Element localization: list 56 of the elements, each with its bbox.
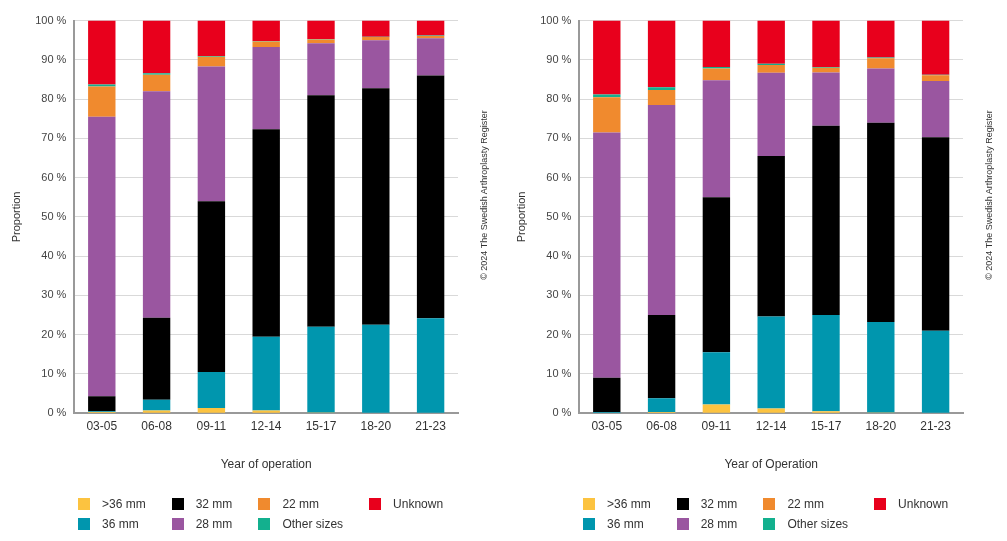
- x-tick-label: 09-11: [196, 418, 227, 433]
- y-tick-label: 90 %: [546, 52, 572, 65]
- x-axis-title: Year of operation: [220, 457, 312, 472]
- y-tick-label: 50 %: [41, 209, 67, 222]
- y-tick-label: 80 %: [41, 92, 67, 105]
- y-tick-label: 20 %: [546, 327, 572, 340]
- y-tick-label: 60 %: [41, 170, 67, 183]
- y-axis-title: Proportion: [9, 191, 22, 243]
- y-tick-label: 30 %: [546, 288, 572, 301]
- x-tick-label: 03-05: [86, 418, 118, 433]
- legend-label: >36 mm: [607, 497, 651, 511]
- y-tick-label: 30 %: [41, 288, 67, 301]
- legend-label: >36 mm: [102, 497, 146, 511]
- legend-label: 32 mm: [700, 497, 738, 511]
- legend-label: Other sizes: [282, 517, 344, 531]
- y-tick-label: 50 %: [546, 209, 572, 222]
- y-tick-label: 10 %: [41, 366, 67, 379]
- y-tick-label: 90 %: [41, 52, 67, 65]
- legend-label: Unknown: [393, 497, 444, 511]
- y-tick-label: 40 %: [41, 249, 67, 262]
- y-tick-label: 40 %: [546, 249, 572, 262]
- y-tick-label: 70 %: [546, 131, 572, 144]
- legend-label: 28 mm: [700, 517, 738, 531]
- y-tick-label: 70 %: [41, 131, 67, 144]
- y-tick-label: 10 %: [546, 366, 572, 379]
- y-axis-title: Proportion: [514, 191, 527, 243]
- x-tick-label: 06-08: [141, 418, 173, 433]
- y-tick-label: 0 %: [552, 406, 572, 419]
- y-tick-label: 0 %: [47, 406, 67, 419]
- y-tick-label: 100 %: [540, 13, 572, 26]
- x-tick-label: 15-17: [810, 418, 842, 433]
- x-tick-label: 18-20: [865, 418, 897, 433]
- legend-label: 36 mm: [607, 517, 644, 531]
- x-tick-label: 12-14: [250, 418, 282, 433]
- legend-label: 22 mm: [282, 497, 320, 511]
- legend-label: 22 mm: [787, 497, 825, 511]
- x-tick-label: 06-08: [646, 418, 678, 433]
- y-tick-label: 100 %: [35, 13, 67, 26]
- x-tick-label: 03-05: [591, 418, 623, 433]
- legend-label: Unknown: [898, 497, 949, 511]
- text: © 2024 The Swedish Arthroplasty Register: [983, 110, 994, 280]
- legend-label: 32 mm: [195, 497, 233, 511]
- y-tick-label: 20 %: [41, 327, 67, 340]
- legend-label: Other sizes: [787, 517, 849, 531]
- x-tick-label: 15-17: [305, 418, 337, 433]
- legend-label: 36 mm: [102, 517, 139, 531]
- x-tick-label: 09-11: [701, 418, 732, 433]
- x-axis-title: Year of Operation: [724, 457, 819, 472]
- x-tick-label: 12-14: [755, 418, 787, 433]
- x-tick-label: 18-20: [360, 418, 392, 433]
- x-tick-label: 21-23: [920, 418, 952, 433]
- text: © 2024 The Swedish Arthroplasty Register: [478, 110, 489, 280]
- y-tick-label: 80 %: [546, 92, 572, 105]
- legend-label: 28 mm: [195, 517, 233, 531]
- x-tick-label: 21-23: [415, 418, 447, 433]
- y-tick-label: 60 %: [546, 170, 572, 183]
